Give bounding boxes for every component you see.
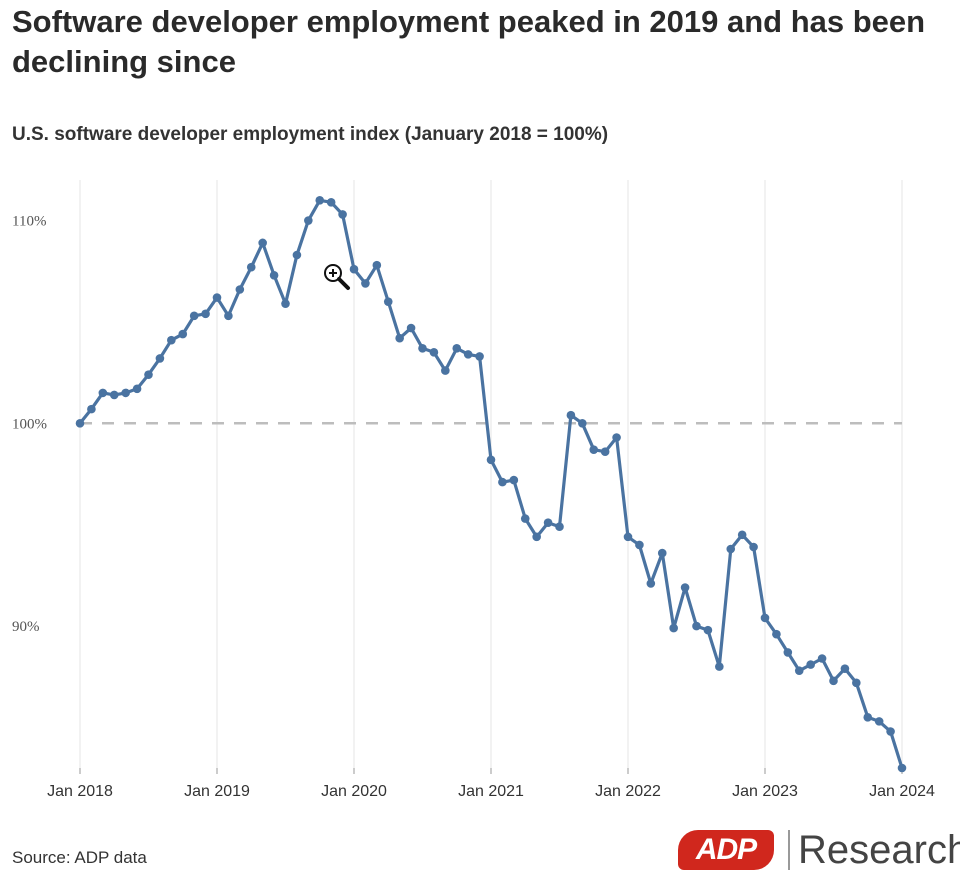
data-point (852, 678, 861, 688)
data-point (258, 238, 267, 248)
data-point (840, 664, 850, 673)
data-point (532, 532, 541, 542)
data-point (520, 514, 530, 523)
data-point (475, 352, 484, 361)
x-axis-ticks: Jan 2018 Jan 2019 Jan 2020 Jan 2021 Jan 2022… (47, 783, 935, 800)
logo-research-text: Research (798, 828, 960, 872)
data-point (612, 433, 621, 442)
x-tick-label: Jan 2022 (595, 783, 661, 800)
data-point (98, 388, 108, 398)
data-point (235, 285, 245, 294)
gridlines (79, 180, 903, 774)
series-group (75, 195, 907, 773)
data-point (646, 579, 656, 588)
data-point (680, 583, 690, 592)
data-point (292, 250, 302, 260)
x-tick-label: Jan 2021 (458, 783, 524, 800)
data-point (326, 198, 336, 207)
data-point (635, 540, 644, 550)
data-point (178, 329, 188, 339)
line-chart: 110%100%90% Jan 2018 Jan 2019 Jan 2020 Jan … (12, 180, 935, 800)
data-point (692, 621, 701, 631)
data-point (657, 548, 667, 558)
data-point (874, 717, 884, 726)
data-point (749, 542, 758, 552)
data-point (703, 625, 713, 635)
y-axis-ticks: 110% 100% 90% (12, 214, 47, 636)
data-point (760, 613, 770, 623)
data-point (669, 623, 678, 633)
data-point (806, 660, 815, 669)
data-point (269, 270, 279, 280)
data-point (372, 260, 382, 270)
data-point (566, 410, 576, 420)
chart-title: Software developer employment peaked in … (12, 4, 926, 79)
data-point (463, 350, 473, 359)
data-point (349, 264, 359, 274)
data-point (224, 311, 233, 321)
data-point (75, 419, 85, 428)
data-point (304, 216, 313, 225)
data-point (144, 370, 153, 379)
data-point (246, 262, 256, 272)
y-tick-label: 100% (12, 416, 47, 432)
data-point (543, 518, 553, 527)
data-point (829, 676, 838, 686)
data-point (555, 522, 564, 532)
data-point (498, 477, 507, 487)
data-point (361, 279, 370, 288)
data-point (383, 297, 393, 306)
data-point (155, 354, 165, 363)
data-point (794, 666, 804, 675)
x-tick-label: Jan 2018 (47, 783, 113, 800)
logo-divider (788, 830, 790, 870)
data-point (715, 662, 724, 671)
data-point (589, 445, 599, 454)
data-point (772, 629, 781, 639)
data-point (600, 447, 610, 456)
x-tick-label: Jan 2024 (869, 783, 935, 800)
chart-subtitle: U.S. software developer employment index… (12, 124, 609, 145)
data-point (212, 293, 222, 302)
x-tick-label: Jan 2020 (321, 783, 387, 800)
data-point (406, 323, 416, 333)
data-point (509, 475, 519, 485)
data-point (315, 195, 325, 205)
y-tick-label: 90% (12, 619, 40, 635)
data-point (109, 390, 119, 400)
source-note: Source: ADP data (12, 848, 147, 867)
data-point (737, 530, 747, 540)
data-point (167, 335, 176, 345)
data-point (429, 348, 439, 357)
data-point (783, 648, 793, 657)
data-point (441, 366, 450, 375)
data-point (281, 299, 290, 308)
data-point (87, 404, 96, 414)
data-point (121, 388, 130, 398)
zoom-in-icon[interactable] (322, 262, 352, 292)
data-point (338, 210, 347, 219)
data-point (726, 544, 736, 554)
adp-logo-mark: ADP (678, 830, 774, 870)
x-tick-label: Jan 2023 (732, 783, 798, 800)
data-point (886, 727, 895, 736)
data-point (189, 311, 199, 321)
data-point (452, 343, 462, 353)
data-point (201, 309, 210, 319)
data-point (486, 455, 496, 465)
x-tick-label: Jan 2019 (184, 783, 250, 800)
data-point (897, 763, 907, 773)
data-point (418, 343, 427, 353)
data-point (863, 713, 873, 722)
data-point (395, 333, 404, 343)
data-point (578, 419, 587, 428)
y-tick-label: 110% (12, 214, 46, 230)
adp-research-logo: ADP Research (678, 830, 960, 870)
data-point (132, 384, 142, 394)
data-point (817, 654, 827, 663)
data-point (623, 532, 633, 542)
